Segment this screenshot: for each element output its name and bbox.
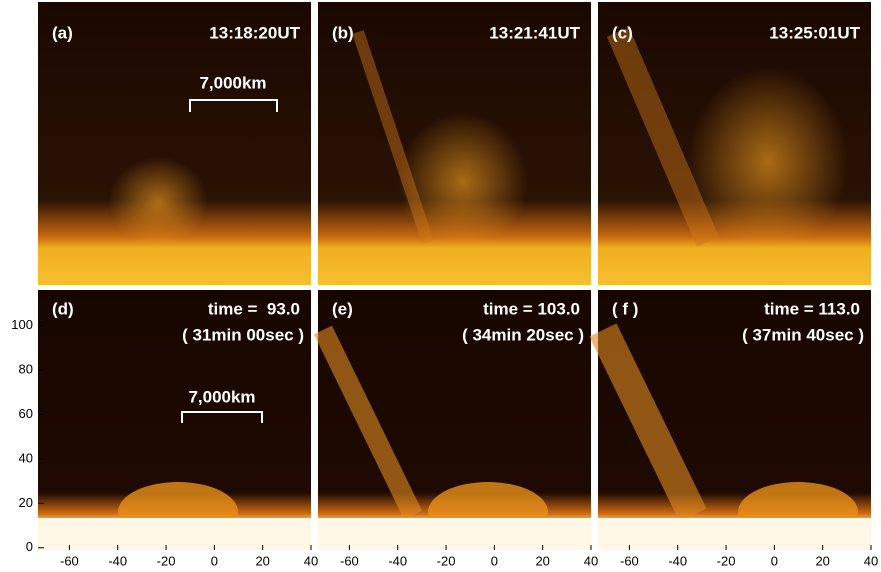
x-tick-label: -40 [108,553,127,567]
jet-glow [688,67,848,257]
y-tick-label: 40 [19,450,33,465]
panel-label: (a) [52,23,73,42]
chromosphere [38,518,311,550]
x-tick-label: 40 [864,553,878,567]
x-tick-label: -40 [388,553,407,567]
panel-label: (b) [332,23,354,42]
x-tick-label: -20 [437,553,456,567]
jet-streak [589,323,707,522]
x-tick-label: -60 [620,553,639,567]
x-tick-label: -60 [60,553,79,567]
y-tick-label: 80 [19,361,33,376]
x-tick-label: 40 [304,553,318,567]
x-tick-label: 20 [535,553,549,567]
scale-label: 7,000km [188,387,255,406]
jet-glow [398,112,528,252]
x-tick-label: 0 [211,553,218,567]
y-tick-label: 100 [11,317,33,332]
panel-label: ( f ) [612,299,638,318]
x-tick-label: 0 [771,553,778,567]
x-tick-label: 40 [584,553,598,567]
timestamp: 13:21:41UT [489,23,580,42]
panel-label: (e) [332,299,353,318]
sim-duration: ( 31min 00sec ) [182,325,304,344]
x-tick-label: -40 [668,553,687,567]
x-tick-label: -20 [157,553,176,567]
scale-bar [189,99,278,112]
panel-label: (c) [612,23,633,42]
scale-label: 7,000km [199,73,266,92]
y-tick-label: 0 [26,539,33,554]
x-tick-label: -20 [717,553,736,567]
panel-label: (d) [52,299,74,318]
chromosphere [318,518,591,550]
jet-streak [606,27,720,247]
x-tick-label: 0 [491,553,498,567]
x-tick-label: 20 [255,553,269,567]
y-tick-label: 60 [19,406,33,421]
sim-time: time = 93.0 [208,299,300,318]
timestamp: 13:25:01UT [769,23,860,42]
chromosphere [598,518,871,550]
x-tick-label: 20 [815,553,829,567]
timestamp: 13:18:20UT [209,23,300,42]
sim-time: time = 113.0 [764,299,860,318]
sim-time: time = 103.0 [483,299,580,318]
scale-bar [181,411,263,423]
sim-duration: ( 37min 40sec ) [742,325,864,344]
x-tick-label: -60 [340,553,359,567]
y-tick-label: 20 [19,495,33,510]
jet-streak [314,325,422,520]
jet-streak [352,30,434,244]
sim-duration: ( 34min 20sec ) [462,325,584,344]
jet-glow [108,157,208,247]
